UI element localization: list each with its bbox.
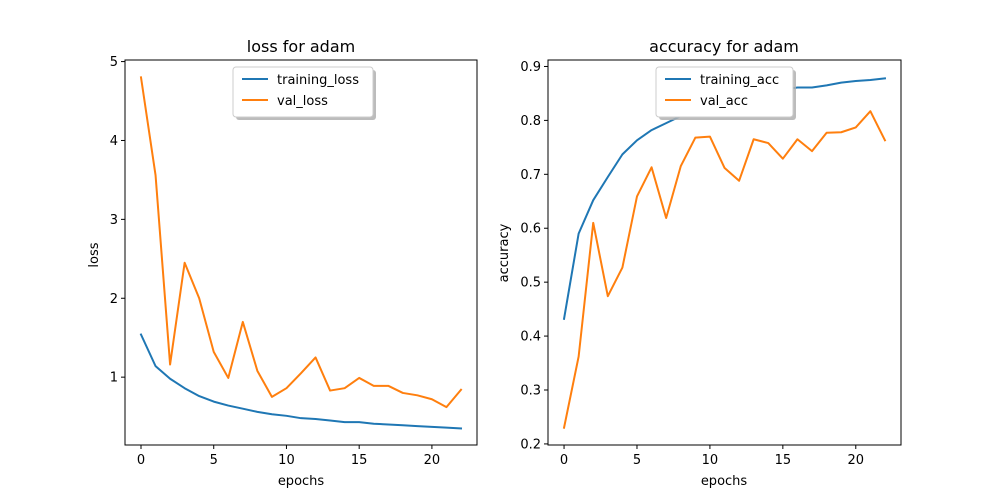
series-line-val-loss xyxy=(139,76,463,409)
series-line-training-loss xyxy=(139,333,463,430)
x-tick-label: 0 xyxy=(560,453,568,468)
accuracy-chart-ticks: 0 5 10 15 20 0.2 0.3 0.4 0.5 0.6 0.7 0.8 0.9 xyxy=(520,60,864,468)
y-tick-label: 4 xyxy=(110,134,118,149)
x-tick-label: 20 xyxy=(848,453,865,468)
y-tick-label: 1 xyxy=(110,371,118,386)
y-tick-label: 5 xyxy=(110,55,118,70)
loss-chart-title: loss for adam xyxy=(247,37,355,56)
loss-chart-lines xyxy=(139,76,463,430)
y-tick-label: 0.4 xyxy=(520,330,541,345)
legend-label-val-loss: val_loss xyxy=(277,94,328,109)
y-tick-label: 0.8 xyxy=(520,114,541,129)
y-tick-label: 0.5 xyxy=(520,276,541,291)
y-tick-label: 0.9 xyxy=(520,60,541,75)
x-tick-label: 20 xyxy=(424,453,441,468)
loss-chart: loss for adam epochs loss 0 5 10 15 2012345 … xyxy=(87,37,478,489)
legend-label-training-acc: training_acc xyxy=(700,73,779,88)
y-tick-label: 0.3 xyxy=(520,384,541,399)
x-tick-label: 0 xyxy=(137,453,145,468)
accuracy-chart-ylabel: accuracy xyxy=(497,223,512,282)
x-tick-label: 10 xyxy=(278,453,295,468)
legend-label-training-loss: training_loss xyxy=(277,73,359,88)
x-tick-label: 15 xyxy=(775,453,792,468)
x-tick-label: 10 xyxy=(702,453,719,468)
y-tick-label: 0.7 xyxy=(520,168,541,183)
y-tick-label: 3 xyxy=(110,213,118,228)
accuracy-chart-xlabel: epochs xyxy=(701,474,748,489)
series-line-val-acc xyxy=(562,110,887,429)
loss-chart-xlabel: epochs xyxy=(278,474,325,489)
loss-chart-plot-frame xyxy=(124,59,478,446)
accuracy-chart-legend: training_acc val_acc xyxy=(655,66,796,120)
accuracy-chart-title: accuracy for adam xyxy=(649,37,799,56)
legend-label-val-acc: val_acc xyxy=(700,94,748,109)
accuracy-chart-plot-frame xyxy=(547,59,902,446)
y-tick-label: 0.2 xyxy=(520,437,541,452)
y-tick-label: 0.6 xyxy=(520,222,541,237)
y-tick-label: 2 xyxy=(110,292,118,307)
loss-chart-ticks: 0 5 10 15 20 1 2 3 4 5 xyxy=(110,55,440,468)
loss-chart-legend: training_loss val_loss xyxy=(232,66,376,120)
x-tick-label: 5 xyxy=(633,453,641,468)
x-tick-label: 5 xyxy=(210,453,218,468)
x-tick-label: 15 xyxy=(351,453,368,468)
accuracy-chart: accuracy for adam epochs accuracy 0 5 10 15… xyxy=(497,37,902,489)
loss-chart-ylabel: loss xyxy=(87,242,102,267)
